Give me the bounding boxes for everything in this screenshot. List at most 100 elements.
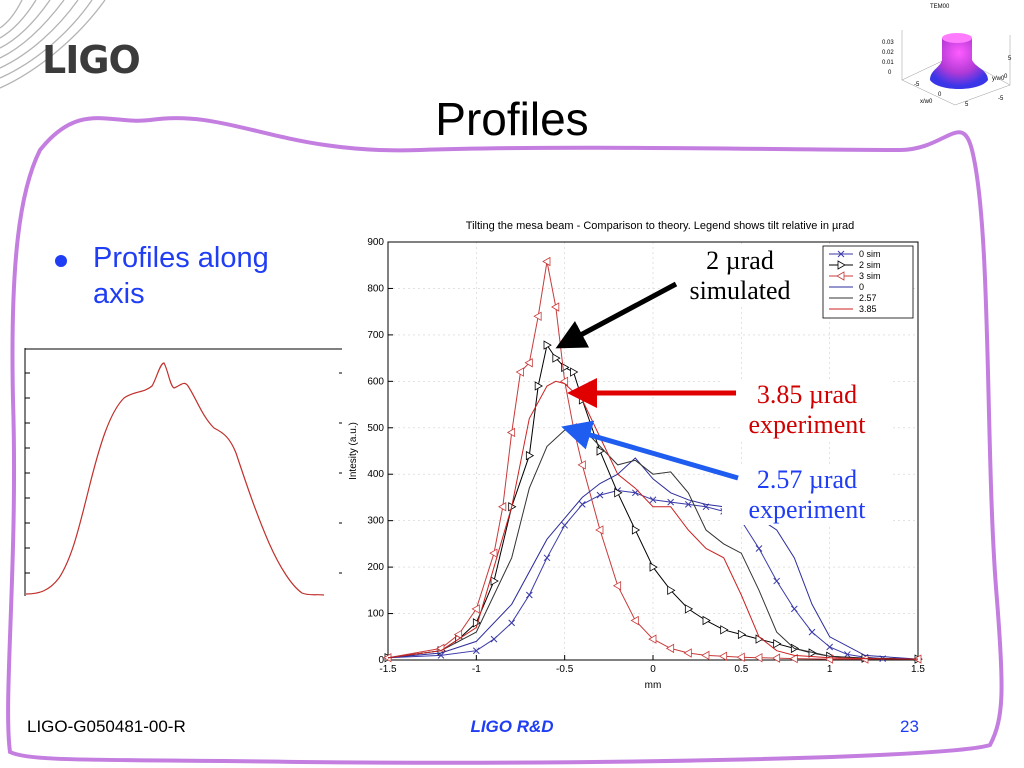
data-point [524, 358, 533, 368]
legend-label: 3.85 [859, 304, 877, 314]
data-point [755, 545, 763, 552]
data-point [684, 501, 692, 508]
tem00-3d-inset: TEM00 0.03 0.02 0.01 0 x/w0 y/w0 -5 0 5 … [880, 0, 1020, 118]
annotation-385urad-experiment: 3.85 µrad experiment [722, 380, 892, 440]
data-point [773, 639, 782, 649]
legend-box [822, 245, 914, 319]
data-point [648, 634, 657, 644]
inset-ztick: 0.01 [882, 60, 894, 66]
x-tick-label: -1 [472, 664, 481, 675]
inset-tick: -5 [998, 96, 1004, 102]
data-point [737, 629, 747, 640]
data-point [596, 446, 605, 456]
y-tick-label: 0 [378, 655, 384, 666]
data-point [543, 554, 551, 562]
page-number: 23 [900, 717, 919, 736]
series-line [387, 457, 919, 660]
x-tick-label: -0.5 [556, 664, 574, 675]
profile-curve [25, 362, 325, 596]
data-point [543, 340, 552, 350]
y-tick-label: 100 [367, 609, 384, 620]
data-point [542, 256, 551, 267]
main-chart: 0 100 200 300 400 500 600 700 800 900 -1.5 -1 -0.5 0 0… [348, 237, 925, 691]
legend-label: 2.57 [859, 293, 877, 303]
data-point [790, 605, 798, 613]
data-point [614, 488, 623, 498]
data-point [506, 427, 516, 438]
data-point [718, 651, 728, 661]
data-point [525, 591, 533, 599]
data-point [771, 653, 781, 663]
series-line [387, 261, 918, 660]
data-point [570, 367, 579, 377]
data-point [684, 604, 694, 614]
x-tick-label: 0.5 [734, 664, 748, 675]
inset-tick: 0 [1004, 74, 1008, 80]
data-point [789, 653, 798, 664]
y-tick-label: 400 [367, 469, 384, 480]
data-point [561, 521, 569, 529]
series-line [387, 380, 919, 660]
x-tick-label: -1.5 [379, 664, 397, 675]
data-point [773, 577, 781, 585]
data-point [612, 580, 622, 591]
ligo-logo: LIGO [42, 38, 141, 82]
data-point [665, 643, 675, 654]
data-point [701, 650, 710, 661]
profile-plot [24, 348, 342, 596]
data-point [472, 647, 480, 655]
bullet-dot [55, 255, 67, 267]
data-point [843, 651, 851, 658]
data-point [471, 604, 480, 614]
y-tick-label: 800 [367, 283, 384, 294]
logo-arcs [0, 0, 106, 89]
data-point [525, 450, 535, 461]
y-axis-label: Intesity (a.u.) [348, 422, 359, 480]
data-point [649, 496, 657, 504]
data-point [533, 311, 542, 322]
y-tick-label: 300 [367, 516, 384, 527]
data-point [754, 652, 763, 663]
data-point [720, 625, 729, 635]
x-axis-label: mm [645, 680, 662, 691]
legend-label: 2 sim [859, 260, 881, 270]
data-point [649, 562, 658, 572]
data-point [667, 585, 676, 596]
inset-ztick: 0.03 [882, 40, 894, 46]
data-point [667, 498, 675, 506]
y-tick-label: 900 [367, 237, 384, 248]
chart-title: Tilting the mesa beam - Comparison to th… [465, 220, 855, 232]
data-point [489, 548, 498, 558]
y-tick-label: 200 [367, 562, 384, 573]
x-tick-label: 1 [827, 664, 833, 675]
data-point [515, 367, 524, 377]
inset-title: TEM00 [930, 4, 950, 10]
y-tick-label: 600 [367, 376, 384, 387]
annotation-2urad-simulated: 2 µrad simulated [660, 246, 820, 306]
y-tick-label: 500 [367, 423, 384, 434]
inset-tick: -5 [914, 82, 920, 88]
inset-tick: 0 [938, 92, 942, 98]
data-point [702, 615, 711, 626]
data-point [595, 525, 604, 535]
legend-label: 0 [859, 282, 864, 292]
bullet-text: Profiles along axis [93, 242, 269, 310]
annotation-257urad-experiment: 2.57 µrad experiment [722, 465, 892, 525]
data-point [837, 250, 845, 258]
data-point [508, 619, 516, 627]
legend-label: 3 sim [859, 271, 881, 281]
data-point [498, 502, 507, 512]
y-tick-label: 700 [367, 330, 384, 341]
data-point [826, 643, 834, 651]
footer-document-id: LIGO-G050481-00-R [27, 717, 186, 736]
data-point [596, 491, 604, 499]
data-point [552, 353, 561, 363]
data-point [736, 652, 745, 662]
data-point [534, 381, 543, 391]
data-point [453, 629, 463, 640]
data-point [808, 648, 817, 658]
data-point [490, 635, 498, 643]
data-point [490, 576, 499, 586]
inset-xlabel: x/w0 [920, 99, 933, 105]
